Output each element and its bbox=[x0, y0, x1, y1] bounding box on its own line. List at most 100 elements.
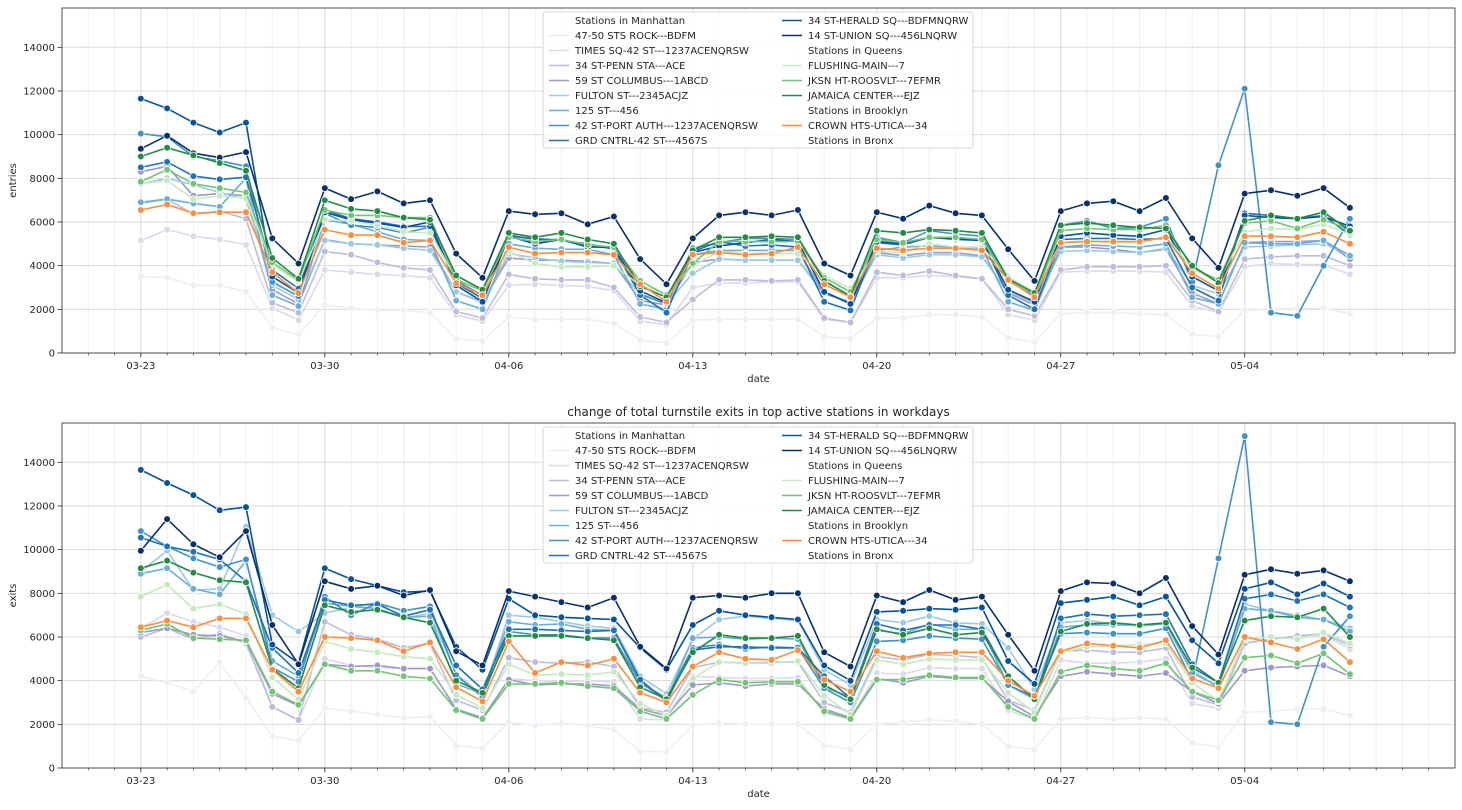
data-point bbox=[925, 612, 934, 620]
data-point bbox=[294, 316, 303, 325]
data-point bbox=[1293, 659, 1302, 667]
data-point bbox=[1267, 232, 1275, 241]
data-point bbox=[715, 255, 723, 263]
data-point bbox=[347, 666, 355, 675]
data-point bbox=[163, 515, 171, 523]
data-point bbox=[715, 606, 723, 615]
data-point bbox=[294, 660, 303, 669]
data-point bbox=[242, 503, 250, 511]
data-point bbox=[820, 648, 828, 657]
data-point bbox=[715, 276, 723, 284]
data-point bbox=[373, 241, 382, 249]
data-point bbox=[347, 195, 355, 203]
data-point bbox=[504, 207, 513, 215]
x-tick-label: 04-20 bbox=[862, 361, 891, 372]
data-point bbox=[531, 210, 539, 219]
data-point bbox=[1319, 228, 1328, 236]
data-point bbox=[215, 184, 224, 192]
data-point bbox=[610, 240, 618, 248]
data-point bbox=[715, 315, 723, 324]
data-point bbox=[189, 232, 198, 241]
data-point bbox=[557, 262, 566, 271]
y-tick-label: 2000 bbox=[30, 720, 55, 731]
data-point bbox=[504, 637, 513, 646]
y-tick-label: 0 bbox=[49, 764, 55, 775]
data-point bbox=[1267, 590, 1275, 599]
data-point bbox=[1240, 85, 1249, 93]
data-point bbox=[1188, 234, 1196, 243]
data-point bbox=[741, 642, 750, 651]
legend-item: JAMAICA CENTER---EJZ bbox=[782, 506, 920, 517]
data-point bbox=[1109, 308, 1118, 317]
data-point bbox=[215, 128, 224, 137]
data-point bbox=[610, 615, 618, 624]
data-point bbox=[1293, 705, 1302, 713]
data-point bbox=[1004, 703, 1012, 711]
legend-item: 59 ST COLUMBUS---1ABCD bbox=[549, 76, 709, 87]
data-point bbox=[794, 677, 802, 686]
data-point bbox=[1214, 161, 1223, 170]
data-point bbox=[715, 658, 723, 666]
data-point bbox=[1162, 610, 1170, 618]
data-point bbox=[320, 266, 329, 274]
data-point bbox=[504, 718, 513, 726]
data-point bbox=[794, 632, 802, 640]
data-point bbox=[662, 747, 671, 756]
data-point bbox=[137, 672, 145, 681]
legend-item: Stations in Queens bbox=[808, 46, 902, 57]
data-point bbox=[951, 244, 960, 253]
data-point bbox=[846, 715, 855, 723]
data-point bbox=[1030, 692, 1039, 700]
data-point bbox=[373, 605, 382, 614]
data-point bbox=[1346, 309, 1354, 318]
data-point bbox=[268, 621, 277, 629]
x-tick-label: 05-04 bbox=[1230, 361, 1259, 372]
data-point bbox=[1240, 653, 1249, 662]
data-point bbox=[137, 272, 145, 281]
data-point bbox=[1162, 592, 1170, 601]
data-point bbox=[741, 593, 750, 602]
data-point bbox=[478, 305, 487, 314]
data-point bbox=[1293, 252, 1302, 260]
data-point bbox=[347, 601, 355, 610]
data-point bbox=[557, 620, 566, 628]
data-point bbox=[1346, 261, 1354, 270]
data-point bbox=[478, 314, 487, 322]
data-point bbox=[452, 279, 461, 287]
data-point bbox=[399, 591, 408, 600]
data-point bbox=[426, 229, 434, 237]
data-point bbox=[320, 225, 329, 234]
data-point bbox=[1004, 630, 1012, 639]
data-point bbox=[1214, 743, 1223, 752]
data-point bbox=[1057, 647, 1065, 655]
data-point bbox=[978, 656, 986, 664]
data-point bbox=[767, 277, 776, 285]
data-point bbox=[1030, 715, 1039, 723]
data-point bbox=[767, 613, 776, 622]
data-point bbox=[373, 636, 382, 645]
data-point bbox=[268, 687, 277, 696]
data-point bbox=[951, 664, 960, 673]
series-JKSN HT-ROOSVLT---7EFMR bbox=[137, 620, 1354, 723]
data-point bbox=[1240, 633, 1249, 641]
data-point bbox=[741, 250, 750, 259]
data-point bbox=[215, 658, 224, 666]
data-point bbox=[741, 315, 750, 324]
data-point bbox=[242, 614, 250, 623]
legend-label: GRD CNTRL-42 ST---4567S bbox=[575, 136, 707, 147]
data-point bbox=[978, 313, 986, 321]
data-point bbox=[557, 235, 566, 244]
data-point bbox=[1214, 284, 1223, 293]
data-point bbox=[189, 604, 198, 613]
data-point bbox=[1135, 309, 1144, 318]
data-point bbox=[478, 697, 487, 706]
data-point bbox=[820, 288, 828, 296]
data-point bbox=[268, 254, 277, 262]
data-point bbox=[452, 249, 461, 258]
data-point bbox=[1083, 262, 1091, 271]
data-point bbox=[1083, 639, 1091, 648]
data-point bbox=[1083, 628, 1091, 637]
data-point bbox=[951, 648, 960, 657]
data-point bbox=[1319, 661, 1328, 670]
data-point bbox=[373, 306, 382, 315]
